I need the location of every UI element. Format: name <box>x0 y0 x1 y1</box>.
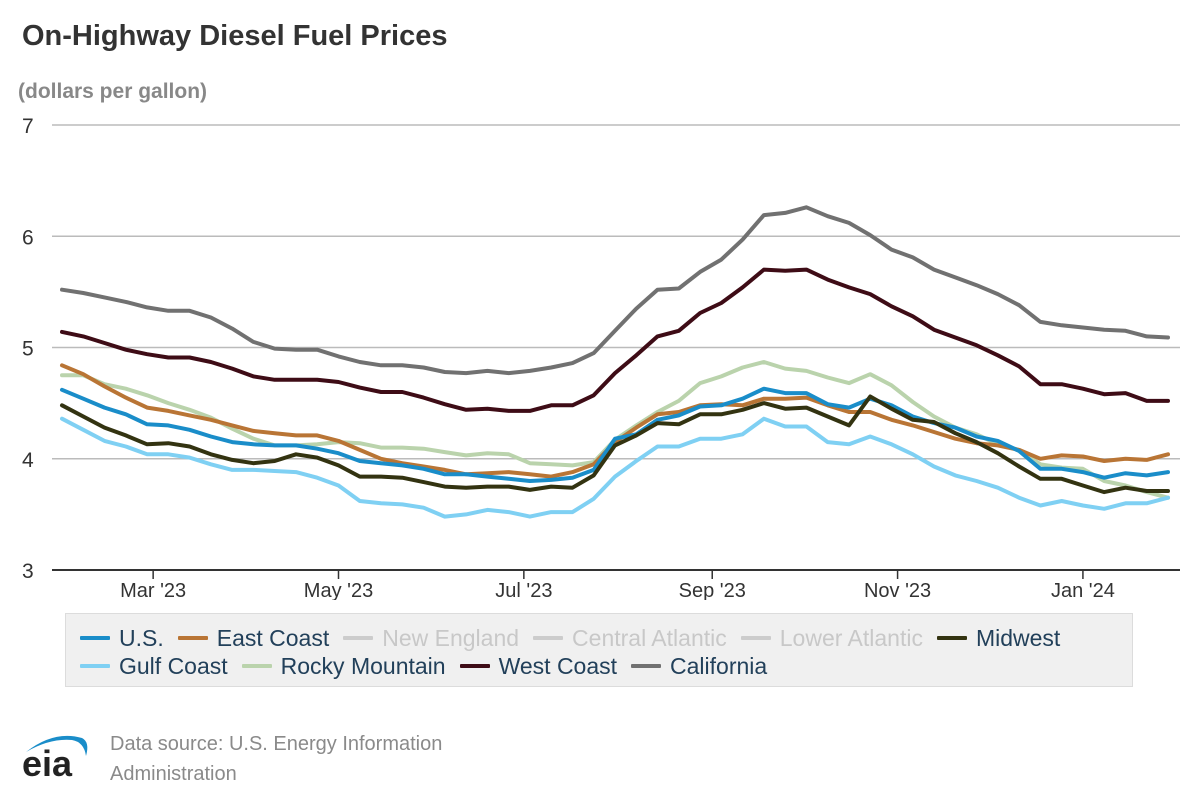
legend: U.S. East Coast New England Central Atlanti… <box>65 613 1133 687</box>
y-axis: 3 4 5 6 7 <box>22 115 34 583</box>
source-line-1: Data source: U.S. Energy Information <box>110 733 443 755</box>
chart-subtitle: (dollars per gallon) <box>18 80 208 103</box>
y-tick-label: 7 <box>22 115 34 138</box>
x-tick-label: Jul '23 <box>495 580 552 600</box>
legend-swatch <box>177 636 208 640</box>
y-tick-label: 4 <box>22 449 34 472</box>
legend-item-gulf-coast[interactable]: Gulf Coast <box>80 653 228 680</box>
legend-swatch <box>631 664 662 668</box>
legend-swatch <box>343 636 374 640</box>
legend-row: Gulf Coast Rocky Mountain West Coast Califo… <box>80 652 1132 680</box>
chart-title: On-Highway Diesel Fuel Prices <box>22 20 448 52</box>
y-tick-label: 3 <box>22 560 34 583</box>
legend-label: West Coast <box>498 652 618 679</box>
series-lines <box>60 205 1170 519</box>
legend-item-central-atlantic[interactable]: Central Atlantic <box>533 625 727 652</box>
legend-row: U.S. East Coast New England Central Atlanti… <box>80 624 1132 652</box>
series-line-midwest <box>60 394 1170 495</box>
line-chart: 3 4 5 6 7 Mar '23 May '23 Jul '23 Sep '23 Nov '2… <box>22 115 1180 600</box>
legend-label: U.S. <box>119 624 164 651</box>
legend-label: Rocky Mountain <box>280 652 446 679</box>
legend-swatch <box>241 664 272 668</box>
legend-swatch <box>936 636 967 640</box>
eia-logo: eia <box>22 735 88 780</box>
logo-text: eia <box>22 743 73 780</box>
legend-label: Gulf Coast <box>119 652 228 679</box>
legend-label: Lower Atlantic <box>779 624 923 651</box>
legend-item-lower-atlantic[interactable]: Lower Atlantic <box>740 624 923 652</box>
legend-label: East Coast <box>216 624 330 651</box>
legend-item-east-coast[interactable]: East Coast <box>177 624 330 652</box>
legend-item-west-coast[interactable]: West Coast <box>459 652 618 680</box>
series-line-west-coast <box>60 267 1170 413</box>
source-line-2: Administration <box>110 763 237 785</box>
legend-item-california[interactable]: California <box>631 653 767 680</box>
legend-label: California <box>670 652 768 679</box>
series-line-gulf-coast <box>60 416 1170 519</box>
series-line-u-s- <box>60 386 1170 483</box>
y-tick-label: 5 <box>22 338 34 361</box>
legend-label: Central Atlantic <box>572 624 727 651</box>
legend-swatch <box>533 636 564 640</box>
legend-swatch <box>80 636 110 640</box>
data-source: Data source: U.S. Energy Information Adm… <box>110 729 510 789</box>
legend-item-rocky-mountain[interactable]: Rocky Mountain <box>241 652 446 680</box>
legend-swatch <box>740 636 771 640</box>
legend-swatch <box>80 664 110 668</box>
legend-item-midwest[interactable]: Midwest <box>936 624 1061 652</box>
x-tick-label: Sep '23 <box>679 580 746 600</box>
x-tick-label: Mar '23 <box>120 580 186 600</box>
legend-item-new-england[interactable]: New England <box>343 625 519 652</box>
y-tick-label: 6 <box>22 226 34 249</box>
x-tick-label: Nov '23 <box>864 580 931 600</box>
x-axis: Mar '23 May '23 Jul '23 Sep '23 Nov '23 Jan '… <box>52 569 1180 600</box>
logo-arc <box>26 735 88 756</box>
legend-item-u-s-[interactable]: U.S. <box>80 625 164 652</box>
gridlines <box>52 124 1180 460</box>
legend-label: Midwest <box>975 624 1061 651</box>
x-tick-label: May '23 <box>304 580 373 600</box>
legend-label: New England <box>382 624 520 651</box>
x-tick-label: Jan '24 <box>1051 580 1115 600</box>
series-line-california <box>60 205 1170 376</box>
legend-swatch <box>459 664 490 668</box>
